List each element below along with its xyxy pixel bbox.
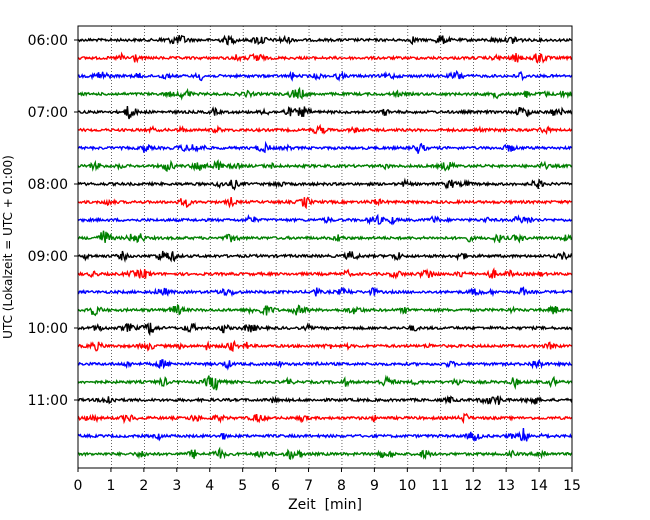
y-tick-label: 09:00 bbox=[28, 249, 68, 265]
x-tick-label: 13 bbox=[497, 478, 515, 494]
x-tick-label: 4 bbox=[205, 478, 214, 494]
x-axis: 0 1 2 3 4 5 6 7 8 9 10 11 12 13 14 15 bbox=[74, 468, 581, 494]
traces-layer bbox=[77, 34, 573, 461]
y-tick-label: 10:00 bbox=[28, 321, 68, 337]
trace-0945 bbox=[77, 303, 573, 317]
x-axis-label: Zeit [min] bbox=[288, 497, 362, 513]
plot-frame bbox=[77, 25, 573, 469]
trace-1130 bbox=[77, 428, 573, 442]
x-tick-label: 1 bbox=[106, 478, 115, 494]
trace-0800 bbox=[77, 177, 573, 191]
trace-0715 bbox=[77, 123, 573, 136]
trace-0815 bbox=[77, 196, 573, 210]
trace-1015 bbox=[77, 339, 573, 353]
trace-1115 bbox=[77, 412, 573, 425]
x-tick-label: 5 bbox=[238, 478, 247, 494]
trace-1000 bbox=[77, 321, 573, 337]
trace-1045 bbox=[77, 374, 573, 391]
x-tick-label: 15 bbox=[563, 478, 581, 494]
y-tick-label: 08:00 bbox=[28, 177, 68, 193]
trace-0600 bbox=[77, 34, 573, 46]
trace-0630 bbox=[77, 69, 573, 82]
x-tick-label: 12 bbox=[464, 478, 482, 494]
trace-1100 bbox=[77, 394, 573, 406]
trace-0930 bbox=[77, 286, 573, 298]
x-tick-label: 8 bbox=[337, 478, 346, 494]
x-tick-label: 9 bbox=[370, 478, 379, 494]
trace-0730 bbox=[77, 140, 573, 154]
x-tick-label: 14 bbox=[530, 478, 548, 494]
x-tick-label: 2 bbox=[139, 478, 148, 494]
trace-0845 bbox=[77, 230, 573, 244]
trace-1145 bbox=[77, 446, 573, 461]
y-tick-label: 06:00 bbox=[28, 33, 68, 49]
y-axis: 06:00 07:00 08:00 09:00 10:00 11:00 bbox=[28, 33, 78, 409]
trace-0745 bbox=[77, 159, 572, 173]
x-tick-label: 7 bbox=[304, 478, 313, 494]
trace-0645 bbox=[77, 86, 573, 101]
trace-0915 bbox=[77, 267, 573, 280]
trace-0700 bbox=[77, 105, 573, 120]
x-tick-label: 6 bbox=[271, 478, 280, 494]
x-tick-label: 3 bbox=[172, 478, 181, 494]
x-tick-label: 11 bbox=[431, 478, 449, 494]
trace-0900 bbox=[77, 250, 573, 263]
trace-1030 bbox=[77, 359, 573, 371]
y-tick-label: 11:00 bbox=[28, 393, 68, 409]
trace-0615 bbox=[77, 51, 573, 64]
x-tick-label: 0 bbox=[74, 478, 83, 494]
y-axis-label: UTC (Lokalzeit = UTC + 01:00) bbox=[1, 155, 15, 339]
x-tick-label: 10 bbox=[398, 478, 416, 494]
y-tick-label: 07:00 bbox=[28, 105, 68, 121]
trace-0830 bbox=[77, 213, 573, 226]
